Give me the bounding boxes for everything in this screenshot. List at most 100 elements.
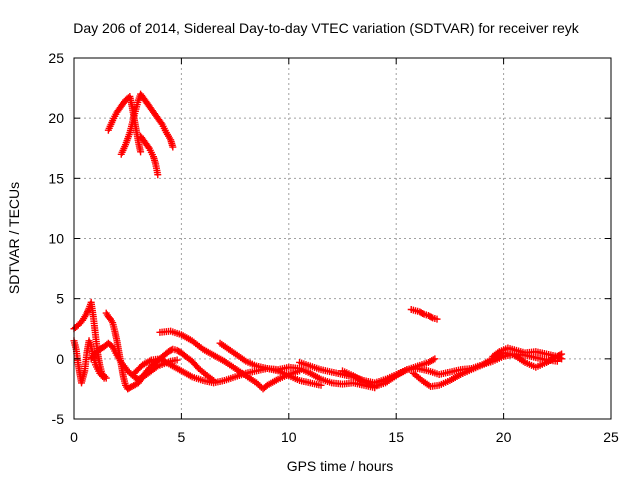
- series-arc-high-mid: [117, 90, 177, 158]
- data-point-trail: [99, 371, 109, 380]
- data-points: [70, 90, 566, 393]
- data-point-trail: [106, 340, 115, 350]
- data-point-trail: [142, 98, 152, 109]
- data-point-trail: [84, 306, 92, 316]
- data-point-trail: [426, 312, 435, 321]
- data-point-trail: [86, 339, 94, 349]
- data-point-trail: [523, 359, 538, 370]
- chart-title: Day 206 of 2014, Sidereal Day-to-day VTE…: [73, 20, 579, 36]
- data-point-trail: [110, 110, 120, 122]
- data-point-trail: [189, 359, 201, 371]
- data-point-trail: [254, 380, 265, 391]
- data-point-trail: [149, 360, 158, 369]
- data-point-trail: [166, 346, 175, 355]
- data-point-trail: [308, 363, 323, 373]
- data-point-trail: [383, 373, 398, 386]
- data-point-trail: [205, 373, 216, 383]
- data-point: [137, 148, 145, 156]
- data-point-trail: [159, 122, 169, 135]
- data-point-trail: [149, 355, 162, 364]
- data-point-trail: [80, 311, 90, 323]
- y-tick-label: 0: [56, 351, 64, 367]
- data-point-trail: [155, 116, 165, 127]
- data-point-trail: [175, 347, 184, 356]
- data-point-trail: [480, 356, 495, 368]
- series-arc-high-left: [104, 93, 145, 156]
- data-point-trail: [362, 379, 377, 390]
- data-point-trail: [223, 374, 237, 384]
- data-point-trail: [276, 371, 291, 382]
- tick-labels: 0 5 10 15 20 25 -5 0 5 10 15 20 25: [48, 50, 619, 445]
- x-tick-label: 0: [70, 429, 78, 445]
- data-point-trail: [71, 322, 81, 332]
- data-point: [102, 374, 110, 382]
- data-point-trail: [120, 375, 129, 387]
- data-point-trail: [417, 309, 427, 318]
- data-point-trail: [190, 374, 205, 384]
- data-point-trail: [88, 350, 98, 361]
- data-point-trail: [109, 321, 118, 333]
- data-point-trail: [298, 359, 312, 369]
- data-point-trail: [497, 345, 510, 355]
- data-point: [173, 356, 181, 364]
- data-point-trail: [105, 118, 116, 132]
- data-point-trail: [144, 364, 154, 373]
- data-point-trail: [222, 358, 237, 371]
- data-point-trail: [226, 346, 240, 358]
- y-tick-label: 20: [48, 110, 64, 126]
- series-arc-high-drop: [137, 132, 162, 179]
- series-arc-k: [489, 344, 566, 363]
- data-point-trail: [142, 140, 152, 151]
- data-point-trail: [153, 356, 162, 365]
- data-point-trail: [373, 380, 387, 390]
- data-point-trail: [119, 360, 130, 373]
- data-point-trail: [130, 380, 141, 390]
- data-point-trail: [158, 356, 173, 368]
- data-point-trail: [427, 368, 441, 378]
- data-point: [433, 315, 441, 323]
- data-point-trail: [146, 146, 156, 159]
- data-point: [169, 143, 177, 151]
- data-point-trail: [448, 371, 463, 383]
- data-point-trail: [470, 362, 484, 373]
- axis-ticks: [73, 57, 612, 420]
- data-point-trail: [125, 383, 135, 392]
- data-point-trail: [244, 373, 259, 386]
- data-point-trail: [183, 354, 195, 364]
- data-point-trail: [97, 344, 107, 352]
- data-point-trail: [534, 359, 548, 370]
- y-axis-label: SDTVAR / TECUs: [6, 182, 22, 294]
- y-tick-label: -5: [52, 411, 65, 427]
- data-point-trail: [122, 131, 133, 147]
- data-point-trail: [341, 368, 355, 379]
- series-arc-16h: [407, 305, 441, 323]
- data-point-trail: [142, 368, 154, 378]
- data-point-trail: [211, 352, 227, 364]
- data-point-trail: [71, 339, 80, 351]
- x-tick-label: 25: [603, 429, 619, 445]
- data-point-trail: [118, 98, 128, 109]
- data-point-trail: [132, 362, 145, 376]
- data-point-trail: [96, 363, 105, 375]
- data-point-trail: [167, 138, 176, 149]
- data-point-trail: [135, 92, 144, 102]
- data-point-trail: [506, 345, 518, 354]
- data-point-trail: [168, 362, 184, 374]
- data-point-trail: [265, 376, 280, 388]
- data-point-trail: [555, 353, 564, 362]
- data-point-trail: [162, 349, 171, 358]
- data-point-trail: [163, 130, 174, 142]
- data-point: [431, 355, 439, 363]
- data-point-trail: [138, 134, 148, 145]
- data-point-trail: [420, 378, 433, 389]
- x-tick-label: 5: [178, 429, 186, 445]
- data-point-trail: [150, 154, 159, 166]
- data-point-trail: [394, 367, 409, 379]
- data-point-trail: [156, 360, 166, 369]
- data-point-trail: [138, 92, 148, 103]
- data-point-trail: [93, 346, 102, 356]
- x-axis-label: GPS time / hours: [287, 458, 394, 474]
- data-point-trail: [437, 377, 452, 388]
